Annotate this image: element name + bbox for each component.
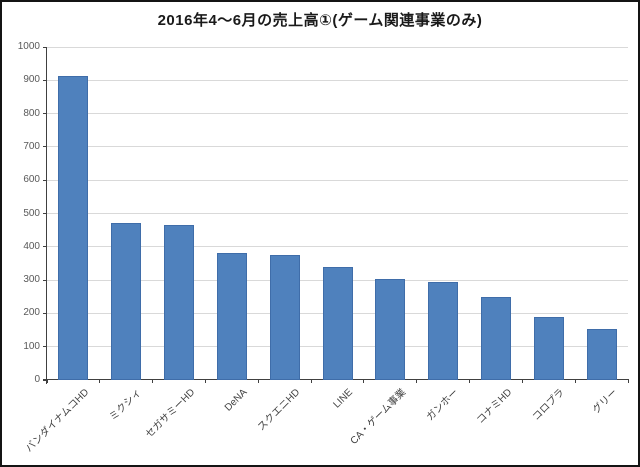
- x-axis-tick: [257, 379, 259, 383]
- bar: [533, 317, 564, 380]
- y-axis-tick-label: 800: [23, 107, 40, 119]
- x-axis-tick: [310, 379, 312, 383]
- y-axis-tick: [43, 79, 47, 81]
- x-axis-category-label: ガンホー: [424, 387, 461, 424]
- y-axis-tick-label: 0: [34, 374, 40, 385]
- bar: [164, 224, 195, 380]
- x-axis-tick: [152, 379, 154, 383]
- gridline: [47, 146, 628, 148]
- bar: [111, 223, 142, 380]
- gridline: [47, 113, 628, 115]
- bar: [586, 328, 617, 380]
- x-axis-tick: [521, 379, 523, 383]
- bar: [375, 278, 406, 380]
- y-axis-tick: [43, 46, 47, 48]
- y-axis-tick-label: 100: [23, 340, 40, 352]
- y-axis-tick-label: 700: [23, 140, 40, 152]
- y-axis-tick-label: 900: [23, 74, 40, 86]
- x-axis-tick: [574, 379, 576, 383]
- bar: [428, 282, 459, 380]
- y-axis-tick: [43, 179, 47, 181]
- x-axis-tick: [469, 379, 471, 383]
- x-axis-tick: [46, 379, 48, 383]
- y-axis-tick-label: 300: [23, 274, 40, 286]
- y-axis-tick: [43, 312, 47, 314]
- x-axis-tick: [416, 379, 418, 383]
- bar: [480, 296, 511, 380]
- y-axis-tick: [43, 346, 47, 348]
- x-axis-category-label: グリー: [590, 387, 620, 416]
- gridline: [47, 179, 628, 181]
- y-axis-tick-label: 600: [23, 174, 40, 186]
- x-axis-tick: [99, 379, 101, 383]
- y-axis-tick: [43, 213, 47, 214]
- gridline: [47, 46, 628, 48]
- x-axis-tick: [627, 379, 629, 383]
- x-axis-category-label: セガサミーHD: [143, 387, 197, 441]
- y-axis-tick-label: 200: [23, 307, 40, 319]
- bar: [322, 267, 353, 380]
- bar: [269, 255, 300, 380]
- y-axis-tick: [43, 146, 47, 148]
- bar: [216, 253, 247, 380]
- chart-title: 2016年4～6月の売上高①(ゲーム関連事業のみ): [157, 12, 483, 29]
- gridline: [47, 246, 628, 248]
- bar: [58, 75, 89, 380]
- y-axis-tick-label: 500: [23, 207, 40, 219]
- x-axis-tick: [363, 379, 365, 383]
- y-axis-tick: [43, 279, 47, 281]
- y-axis-tick-label: 400: [23, 240, 40, 252]
- y-axis-tick-label: 1000: [17, 41, 40, 52]
- x-axis-category-label: スクエニHD: [256, 387, 303, 434]
- x-axis-category-label: コロプラ: [530, 387, 567, 424]
- y-axis-tick: [43, 246, 47, 248]
- x-axis-tick: [204, 379, 206, 383]
- x-axis-category-label: LINE: [331, 387, 356, 411]
- gridline: [47, 213, 628, 214]
- x-axis-category-label: DeNA: [223, 387, 250, 414]
- y-axis-tick: [43, 379, 47, 381]
- x-axis-category-label: CA・ゲーム事業: [348, 387, 409, 447]
- x-axis-category-label: バンダイナムコHD: [23, 387, 92, 455]
- gridline: [47, 79, 628, 81]
- x-axis-category-label: コナミHD: [474, 387, 514, 427]
- y-axis-line: [46, 47, 47, 384]
- y-axis-tick: [43, 113, 47, 115]
- x-axis-category-label: ミクシィ: [107, 387, 145, 424]
